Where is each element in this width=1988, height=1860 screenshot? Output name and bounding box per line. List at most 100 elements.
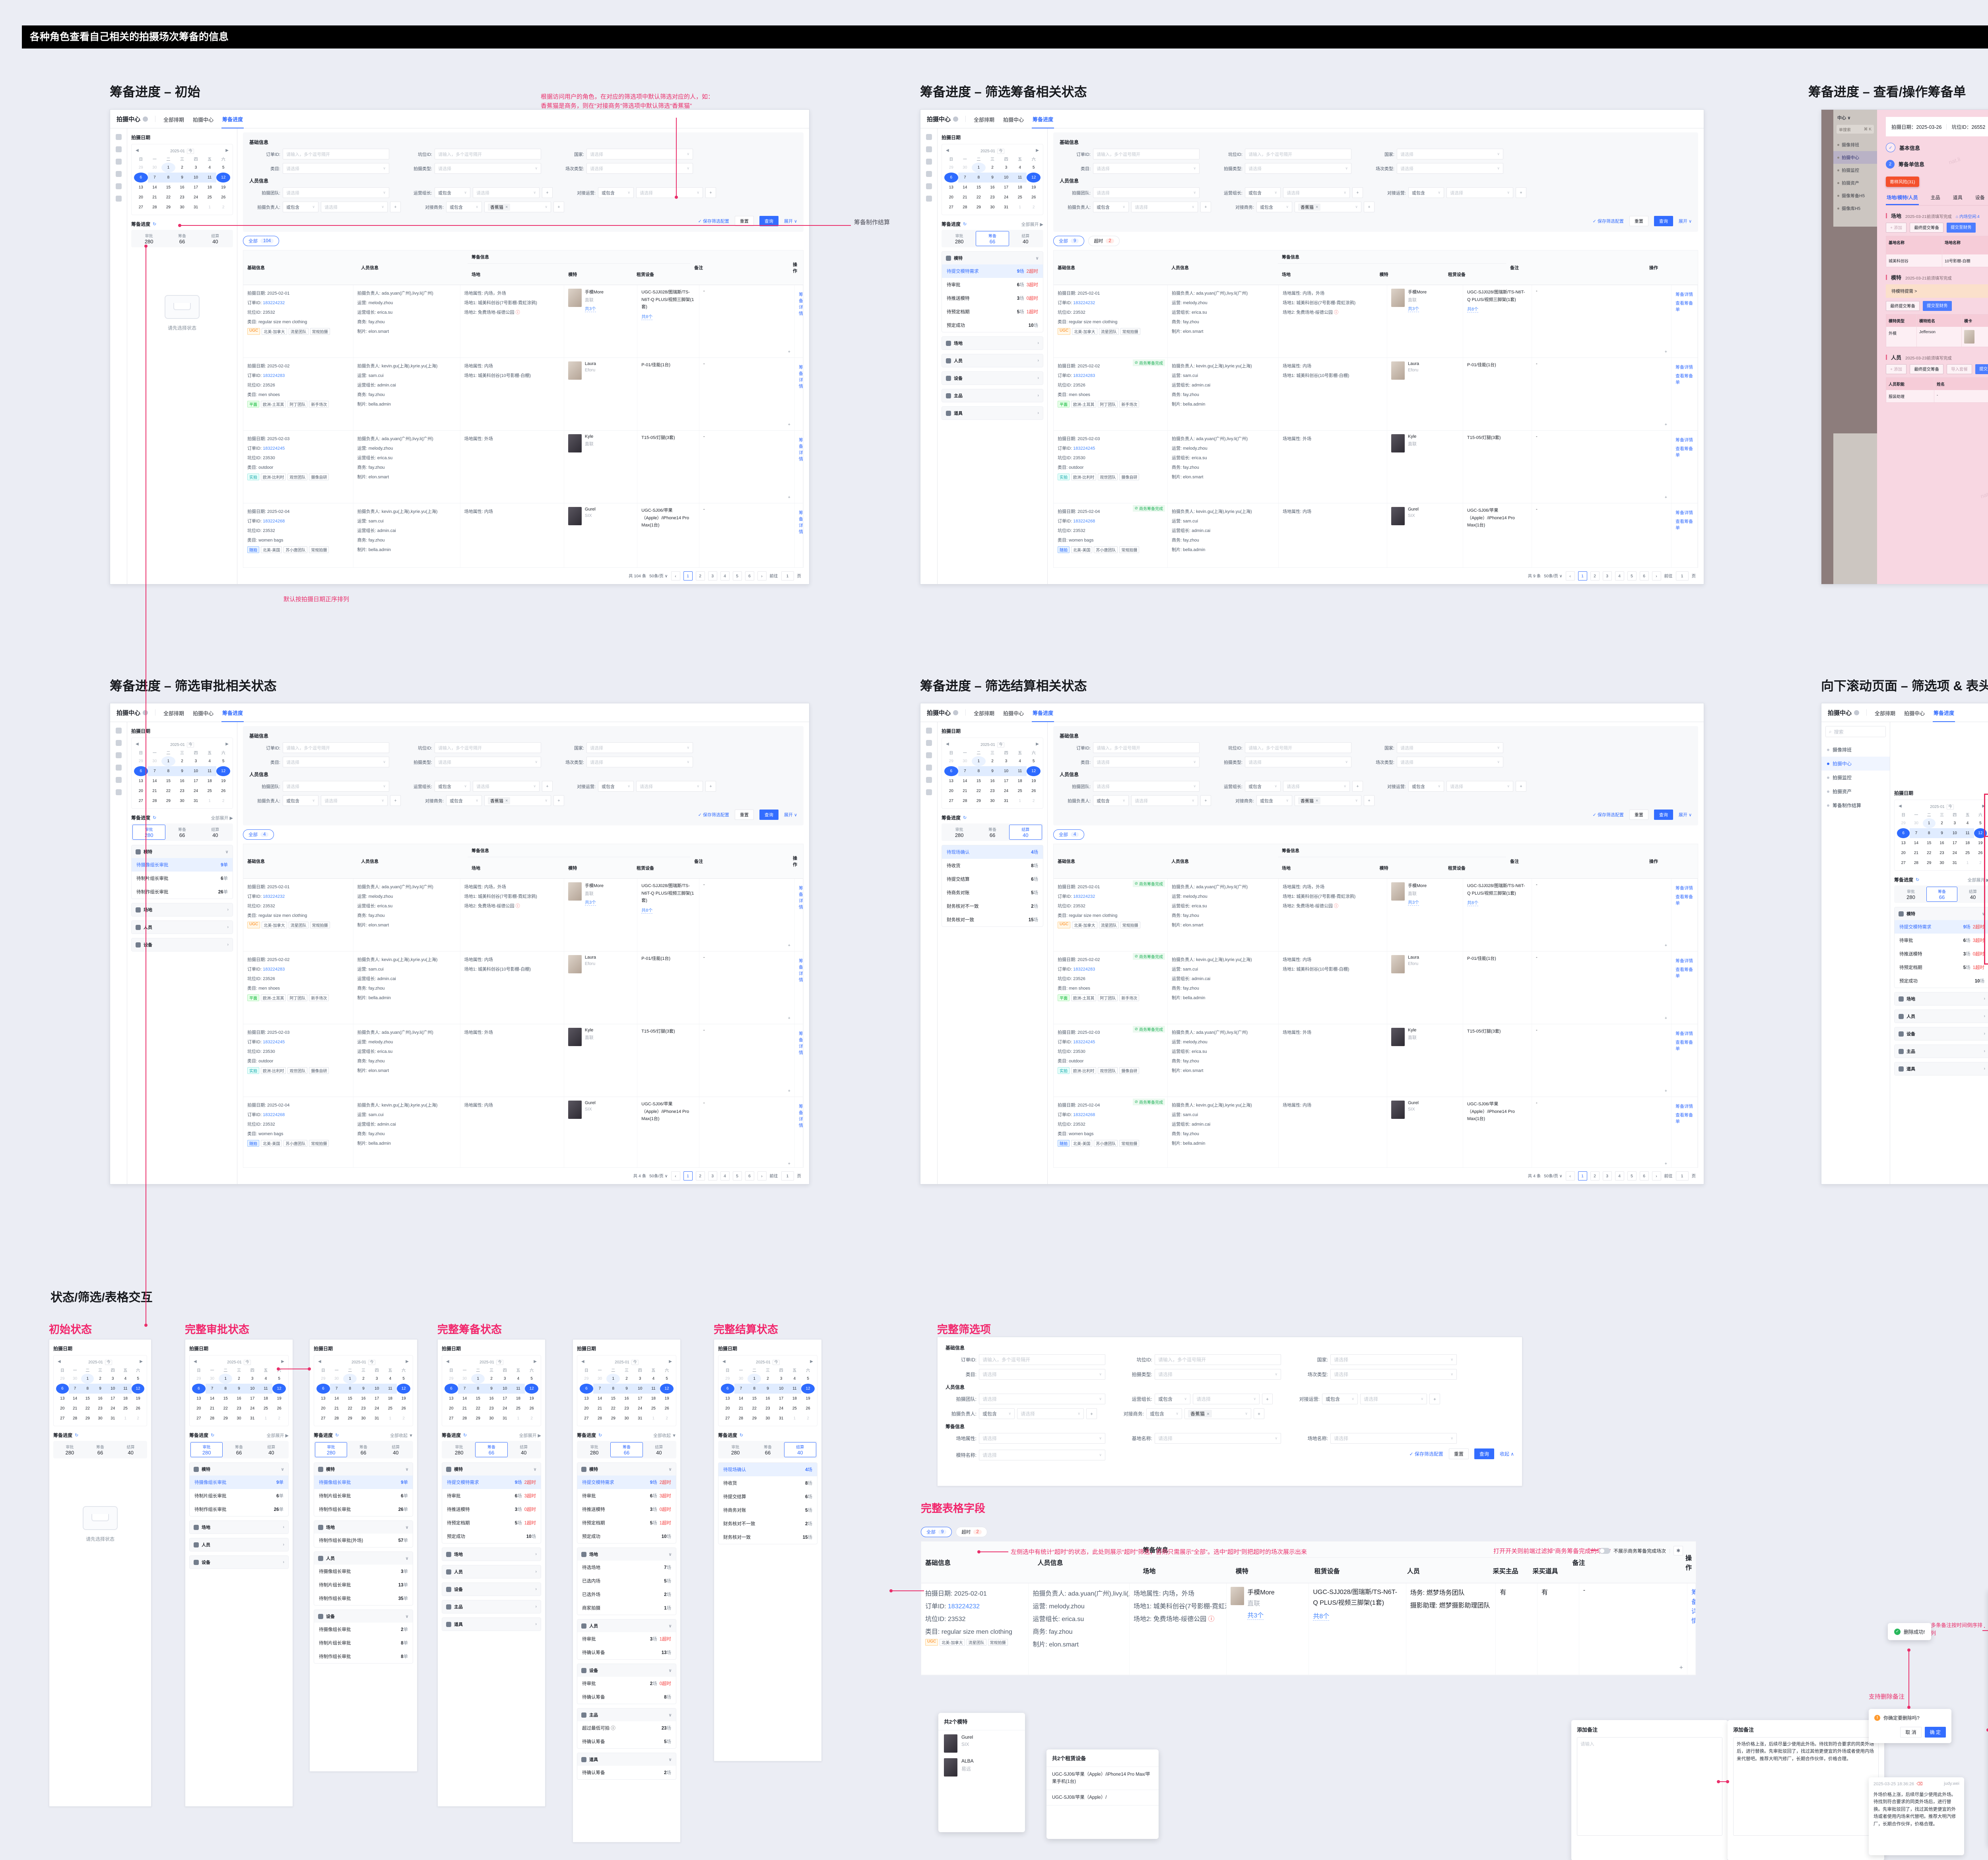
- chip-全部[interactable]: 全部 4: [243, 829, 274, 840]
- action-查看筹备单[interactable]: 查看筹备单: [1675, 447, 1693, 458]
- status-item-待审批[interactable]: 待审批 6场 3超时: [1895, 934, 1988, 947]
- tab-全部排期[interactable]: 全部排期: [974, 116, 995, 123]
- status-item-待摄像组长审批[interactable]: 待摄像组长审批 9单: [132, 858, 233, 872]
- segment-审批[interactable]: 审批 280: [54, 1442, 85, 1457]
- tab-筹备进度[interactable]: 筹备进度: [1032, 110, 1054, 128]
- calendar-day[interactable]: 1: [517, 1416, 520, 1421]
- contain-select[interactable]: 或包含 ∨: [598, 187, 634, 198]
- refresh-icon[interactable]: ↻: [1916, 878, 1920, 882]
- remove-tag-icon[interactable]: ×: [1207, 1411, 1210, 1417]
- 坑位ID-input[interactable]: 请输入，多个逗号隔开: [1155, 1354, 1281, 1365]
- calendar-day[interactable]: 14: [73, 1396, 78, 1401]
- calendar-day[interactable]: 9: [175, 766, 189, 776]
- contain-select[interactable]: 或包含 ∨: [1155, 1394, 1190, 1404]
- rail-icon[interactable]: [926, 183, 932, 189]
- calendar-day[interactable]: 18: [651, 1396, 656, 1401]
- calendar-day[interactable]: 29: [60, 1377, 65, 1381]
- calendar-day[interactable]: 11: [1013, 766, 1027, 776]
- status-item-待推送模特[interactable]: 待推送模特 3场 0超时: [1895, 947, 1988, 961]
- calendar-day[interactable]: 3: [1005, 759, 1008, 763]
- calendar-day[interactable]: 11: [1013, 173, 1027, 183]
- calendar-day[interactable]: 12: [801, 1384, 815, 1394]
- calendar-day[interactable]: 20: [196, 1406, 201, 1411]
- group-header-人员[interactable]: 人员 ›: [132, 921, 233, 934]
- status-item-待确认筹备[interactable]: 待确认筹备 2场: [577, 1766, 676, 1779]
- segment-结算[interactable]: 结算 40: [784, 1442, 816, 1457]
- calendar-day[interactable]: 10: [189, 173, 203, 183]
- query-button[interactable]: 查询: [1474, 1448, 1494, 1459]
- status-item-财务核对不一致[interactable]: 财务核对不一致 2场: [942, 899, 1043, 913]
- calendar-day[interactable]: 6: [580, 1384, 593, 1394]
- group-header-场地[interactable]: 场地 ∨: [314, 1521, 413, 1534]
- calendar-day[interactable]: 3: [1005, 165, 1008, 170]
- field-value[interactable]: 183224283: [263, 967, 285, 972]
- status-item-待提交模特需求[interactable]: 待提交模特需求 9场 2超时: [942, 264, 1043, 278]
- calendar-today-button[interactable]: 今: [772, 1360, 780, 1365]
- calendar-day[interactable]: 4: [208, 759, 211, 763]
- sidebar-item-拍摄监控[interactable]: 拍摄监控: [1821, 771, 1890, 784]
- calendar-today-button[interactable]: 今: [186, 742, 194, 747]
- calendar-day[interactable]: 8: [1922, 828, 1936, 838]
- calendar-day[interactable]: 8: [606, 1384, 620, 1394]
- calendar-day[interactable]: 15: [85, 1396, 90, 1401]
- calendar-day[interactable]: 1: [124, 1416, 127, 1421]
- calendar-day[interactable]: 11: [511, 1384, 525, 1394]
- page-3[interactable]: 3: [708, 571, 717, 581]
- sidebar-item-摄像排班[interactable]: 摄像排班: [1821, 743, 1890, 757]
- group-header-场地[interactable]: 场地 ∨: [577, 1548, 676, 1561]
- ok-button[interactable]: 确 定: [1924, 1727, 1946, 1738]
- reset-button[interactable]: 重置: [734, 216, 754, 226]
- calendar-day[interactable]: 14: [739, 1396, 744, 1401]
- calendar-day[interactable]: 9: [485, 1384, 498, 1394]
- calendar-day[interactable]: 23: [1939, 851, 1944, 855]
- segment-结算[interactable]: 结算 40: [643, 1442, 675, 1457]
- segment-筹备[interactable]: 筹备 66: [751, 1442, 784, 1457]
- add-condition-button[interactable]: +: [705, 187, 716, 198]
- status-item-已选内场[interactable]: 已选内场 5场: [577, 1574, 676, 1588]
- calendar-day[interactable]: 6: [134, 766, 148, 776]
- calendar-day[interactable]: 10: [999, 766, 1013, 776]
- final-submit-button[interactable]: 最终提交筹备: [1886, 301, 1920, 311]
- field-value[interactable]: 183224232: [1073, 894, 1095, 899]
- page-4[interactable]: 4: [1615, 1171, 1624, 1180]
- expand-all-button[interactable]: 全部展开 ▶: [266, 1433, 289, 1438]
- segment-审批[interactable]: 审批 280: [315, 1442, 348, 1457]
- calendar-day[interactable]: 23: [489, 1406, 494, 1411]
- rail-icon[interactable]: [115, 134, 122, 140]
- calendar-day[interactable]: 29: [449, 1377, 454, 1381]
- value-select[interactable]: 请选择 ∨: [1283, 781, 1350, 792]
- calendar-day[interactable]: 29: [949, 759, 953, 763]
- calendar-day[interactable]: 8: [343, 1384, 357, 1394]
- add-remark-button[interactable]: +: [788, 422, 790, 427]
- next-page-button[interactable]: ›: [1652, 1171, 1661, 1180]
- 类目-select[interactable]: 请选择 ∨: [979, 1369, 1105, 1380]
- calendar-day[interactable]: 7: [148, 173, 162, 183]
- sidebar-item-拍摄资产[interactable]: 拍摄资产: [1821, 784, 1890, 798]
- calendar-day[interactable]: 9: [985, 766, 1000, 776]
- status-item-待提交模特需求[interactable]: 待提交模特需求 9场 2超时: [442, 1476, 541, 1489]
- status-item-待制片组长审批[interactable]: 待制片组长审批 6单: [314, 1489, 413, 1503]
- calendar-day[interactable]: 23: [180, 195, 184, 200]
- calendar-day[interactable]: 3: [503, 1377, 506, 1381]
- page-5[interactable]: 5: [732, 571, 742, 581]
- value-select[interactable]: 请选择 ∨: [1446, 187, 1513, 198]
- calendar-next-icon[interactable]: ▶: [1036, 148, 1039, 153]
- model-more-link[interactable]: 共3个: [584, 305, 596, 312]
- calendar-day[interactable]: 4: [517, 1377, 520, 1381]
- calendar-day[interactable]: 30: [180, 799, 184, 803]
- rail-icon[interactable]: [115, 183, 122, 189]
- calendar-today-button[interactable]: 今: [496, 1360, 503, 1365]
- chip-全部[interactable]: 全部 9: [921, 1527, 952, 1537]
- submit-finance-button[interactable]: 提交至财务: [1947, 223, 1976, 233]
- add-condition-button[interactable]: +: [1516, 781, 1526, 792]
- calendar-day[interactable]: 22: [476, 1406, 480, 1411]
- segment-筹备[interactable]: 筹备 66: [976, 231, 1009, 246]
- calendar-day[interactable]: 2: [490, 1377, 493, 1381]
- rail-icon[interactable]: [115, 146, 122, 152]
- status-item-待制片组长审批[interactable]: 待制片组长审批 6单: [190, 1489, 288, 1503]
- field-value[interactable]: 183224283: [263, 373, 285, 378]
- field-value[interactable]: 183224268: [1073, 1113, 1095, 1117]
- rail-icon[interactable]: [115, 777, 122, 783]
- calendar-day[interactable]: 12: [1027, 766, 1041, 776]
- 类目-select[interactable]: 请选择 ∨: [283, 757, 389, 767]
